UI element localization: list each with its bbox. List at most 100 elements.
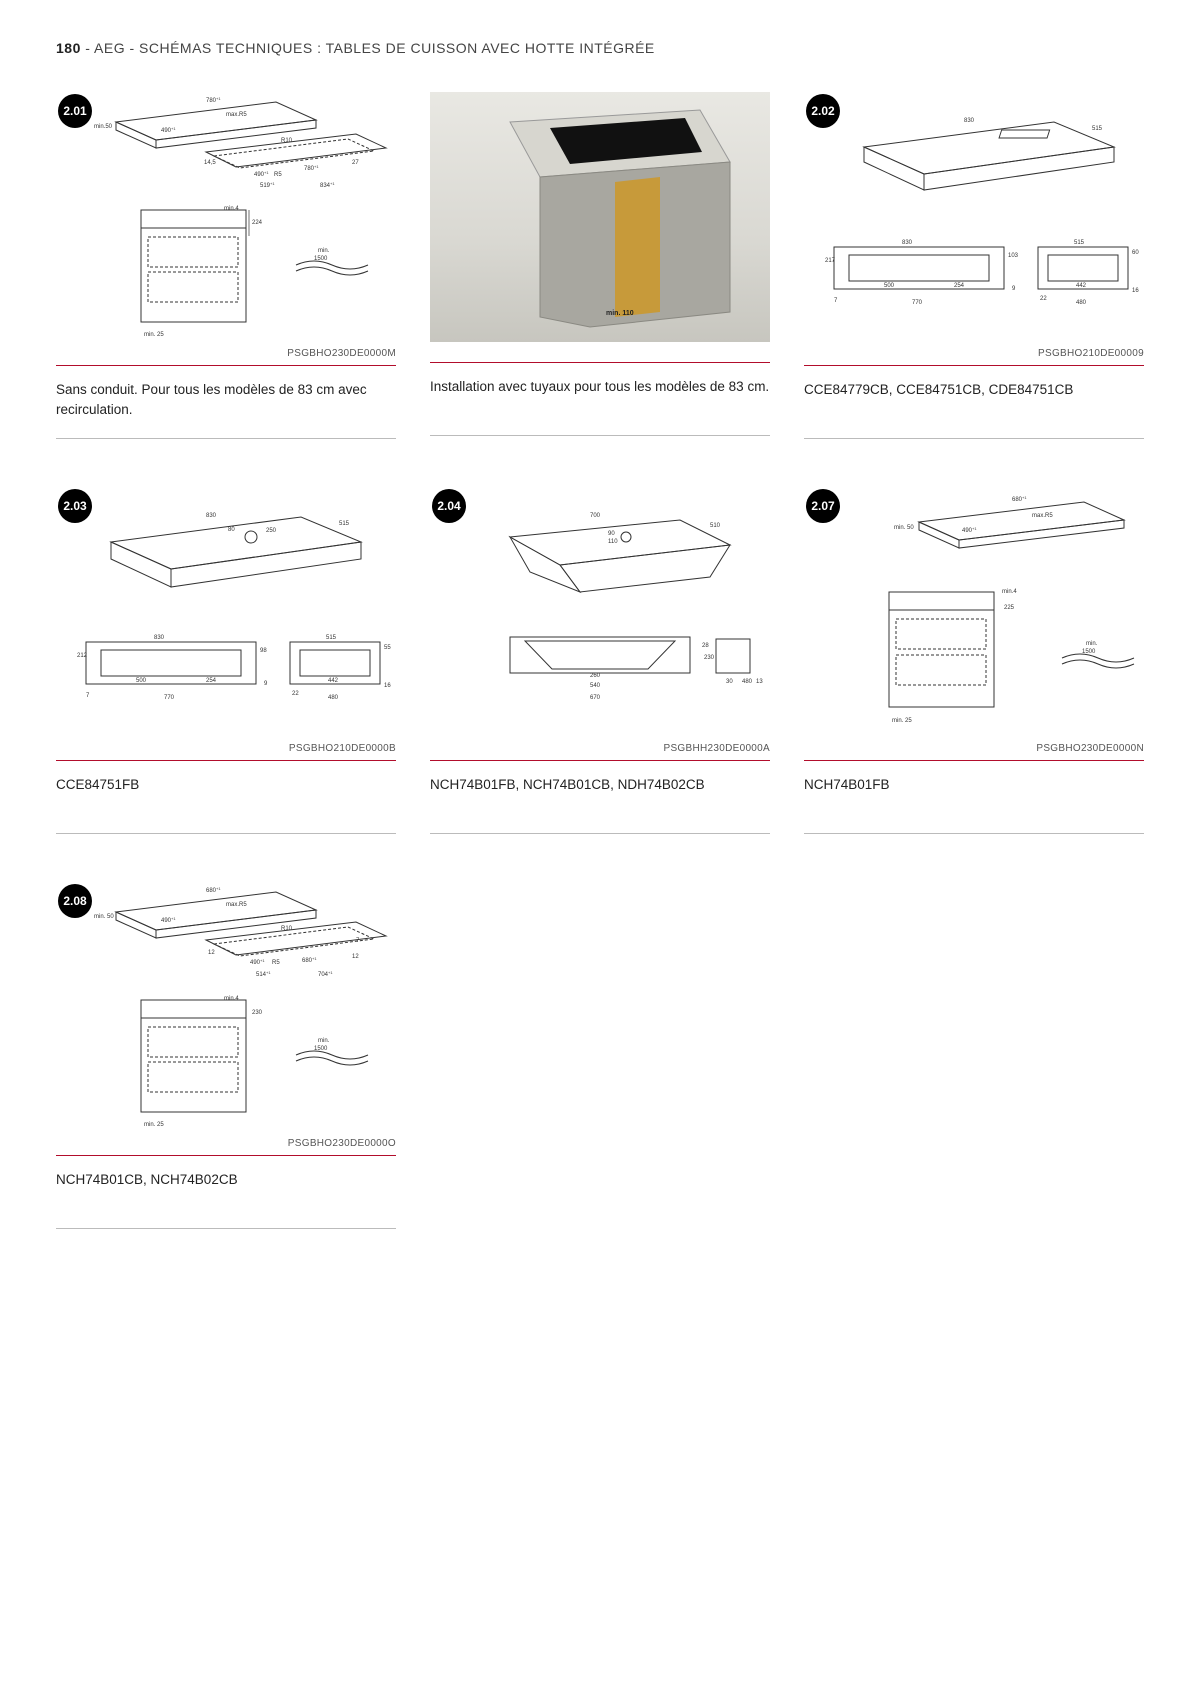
dim: 770 xyxy=(164,695,175,701)
dim: 110 xyxy=(608,539,618,545)
card-2-04: 2.04 700 510 90 110 260 540 670 28 xyxy=(430,487,770,834)
dim: 7 xyxy=(834,298,838,304)
dim: 9 xyxy=(264,681,268,687)
dim: R5 xyxy=(274,172,282,178)
dim: min. 25 xyxy=(144,332,164,338)
dim: 12 xyxy=(208,950,215,956)
caption: NCH74B01FB, NCH74B01CB, NDH74B02CB xyxy=(430,775,770,815)
red-rule xyxy=(804,365,1144,366)
dim: 12 xyxy=(352,954,359,960)
dim: 254 xyxy=(206,678,217,684)
red-rule xyxy=(804,760,1144,761)
dim: 16 xyxy=(384,683,391,689)
dim: 830 xyxy=(902,240,913,246)
dim: 500 xyxy=(136,678,147,684)
red-rule xyxy=(56,760,396,761)
dim: 230 xyxy=(704,655,715,661)
dim: 515 xyxy=(326,635,337,641)
dim: 780+1 xyxy=(206,96,221,105)
dim: 217 xyxy=(825,258,836,264)
page-header: 180 - AEG - SCHÉMAS TECHNIQUES : TABLES … xyxy=(56,40,1144,56)
dim: 254 xyxy=(954,283,965,289)
diagram-2-07: 2.07 680+1 max.R5 490+1 min. 50 min.4 22… xyxy=(804,487,1144,737)
dim: min. 25 xyxy=(144,1122,164,1128)
badge: 2.08 xyxy=(58,884,92,918)
dim: min. 50 xyxy=(894,525,914,531)
dim: 480 xyxy=(1076,300,1087,306)
dim: min.4 xyxy=(224,996,239,1002)
dim: 834+1 xyxy=(320,181,335,190)
dim: R10 xyxy=(281,138,293,144)
dim: 22 xyxy=(1040,296,1047,302)
header-text: - AEG - SCHÉMAS TECHNIQUES : TABLES DE C… xyxy=(85,40,655,56)
dim: 442 xyxy=(1076,283,1087,289)
caption: CCE84779CB, CCE84751CB, CDE84751CB xyxy=(804,380,1144,420)
dim: 680+1 xyxy=(1012,495,1027,504)
ref-code: PSGBHO230DE0000O xyxy=(56,1138,396,1149)
dim: 442 xyxy=(328,678,339,684)
dim: 680+1 xyxy=(206,886,221,895)
dim: 700 xyxy=(590,513,601,519)
dim: 90 xyxy=(608,531,615,537)
dim: 80 xyxy=(228,527,235,533)
diagram-2-08: 2.08 680+1 max.R5 490+1 min. 50 R10 12 7… xyxy=(56,882,396,1132)
card-2-07: 2.07 680+1 max.R5 490+1 min. 50 min.4 22… xyxy=(804,487,1144,834)
ref-code: PSGBHO210DE0000B xyxy=(56,743,396,754)
dim: 515 xyxy=(1092,126,1103,132)
dim: 680+1 xyxy=(302,956,317,965)
diagram-2-02: 2.02 830 515 830 217 103 500 254 7 xyxy=(804,92,1144,342)
red-rule xyxy=(56,1155,396,1156)
dim: 780+1 xyxy=(304,164,319,173)
dim: 30 xyxy=(726,679,733,685)
diagram-2-01: 2.01 780+1 max.R5 490+1 min.50 R10 14,5 xyxy=(56,92,396,342)
dim: 540 xyxy=(590,683,601,689)
red-rule xyxy=(430,362,770,363)
dim: 704+1 xyxy=(318,970,333,979)
dim: 490+1 xyxy=(250,958,265,967)
badge: 2.07 xyxy=(806,489,840,523)
dim: 55 xyxy=(384,645,391,651)
dim: 14,5 xyxy=(204,160,216,166)
ref-code: PSGBHH230DE0000A xyxy=(430,743,770,754)
grey-rule xyxy=(56,438,396,439)
diagram-2-03: 2.03 830 515 80 250 830 212 98 500 xyxy=(56,487,396,737)
dim: 515 xyxy=(1074,240,1085,246)
dim: 260 xyxy=(590,673,601,679)
dim: 670 xyxy=(590,695,601,701)
dim: min.4 xyxy=(1002,589,1017,595)
diagram-2-04: 2.04 700 510 90 110 260 540 670 28 xyxy=(430,487,770,737)
dim: 500 xyxy=(884,283,895,289)
dim: 490+1 xyxy=(254,170,269,179)
dim: 770 xyxy=(912,300,923,306)
dim: max.R5 xyxy=(1032,513,1053,519)
dim: 230 xyxy=(252,1010,263,1016)
caption: NCH74B01CB, NCH74B02CB xyxy=(56,1170,396,1210)
diagram-grid: 2.01 780+1 max.R5 490+1 min.50 R10 14,5 xyxy=(56,92,1144,1229)
ref-code: PSGBHO230DE0000M xyxy=(56,348,396,359)
dim: min. xyxy=(318,248,330,254)
badge: 2.03 xyxy=(58,489,92,523)
dim: 7 xyxy=(86,693,90,699)
badge: 2.01 xyxy=(58,94,92,128)
card-2-01: 2.01 780+1 max.R5 490+1 min.50 R10 14,5 xyxy=(56,92,396,439)
dim: 480 xyxy=(328,695,339,701)
dim: R5 xyxy=(272,960,280,966)
caption: NCH74B01FB xyxy=(804,775,1144,815)
red-rule xyxy=(56,365,396,366)
card-2-08: 2.08 680+1 max.R5 490+1 min. 50 R10 12 7… xyxy=(56,882,396,1229)
dim: 103 xyxy=(1008,253,1019,259)
dim: min.4 xyxy=(224,206,239,212)
badge: 2.02 xyxy=(806,94,840,128)
caption: Installation avec tuyaux pour tous les m… xyxy=(430,377,770,417)
page-number: 180 xyxy=(56,40,81,56)
dim: 60 xyxy=(1132,250,1139,256)
dim: 830 xyxy=(206,513,217,519)
dim: 830 xyxy=(154,635,165,641)
dim: 510 xyxy=(710,523,721,529)
card-2-02: 2.02 830 515 830 217 103 500 254 7 xyxy=(804,92,1144,439)
dim: 13 xyxy=(756,679,763,685)
grey-rule xyxy=(430,833,770,834)
grey-rule xyxy=(56,1228,396,1229)
dim: min. 110 xyxy=(606,310,634,317)
dim: 9 xyxy=(1012,286,1016,292)
